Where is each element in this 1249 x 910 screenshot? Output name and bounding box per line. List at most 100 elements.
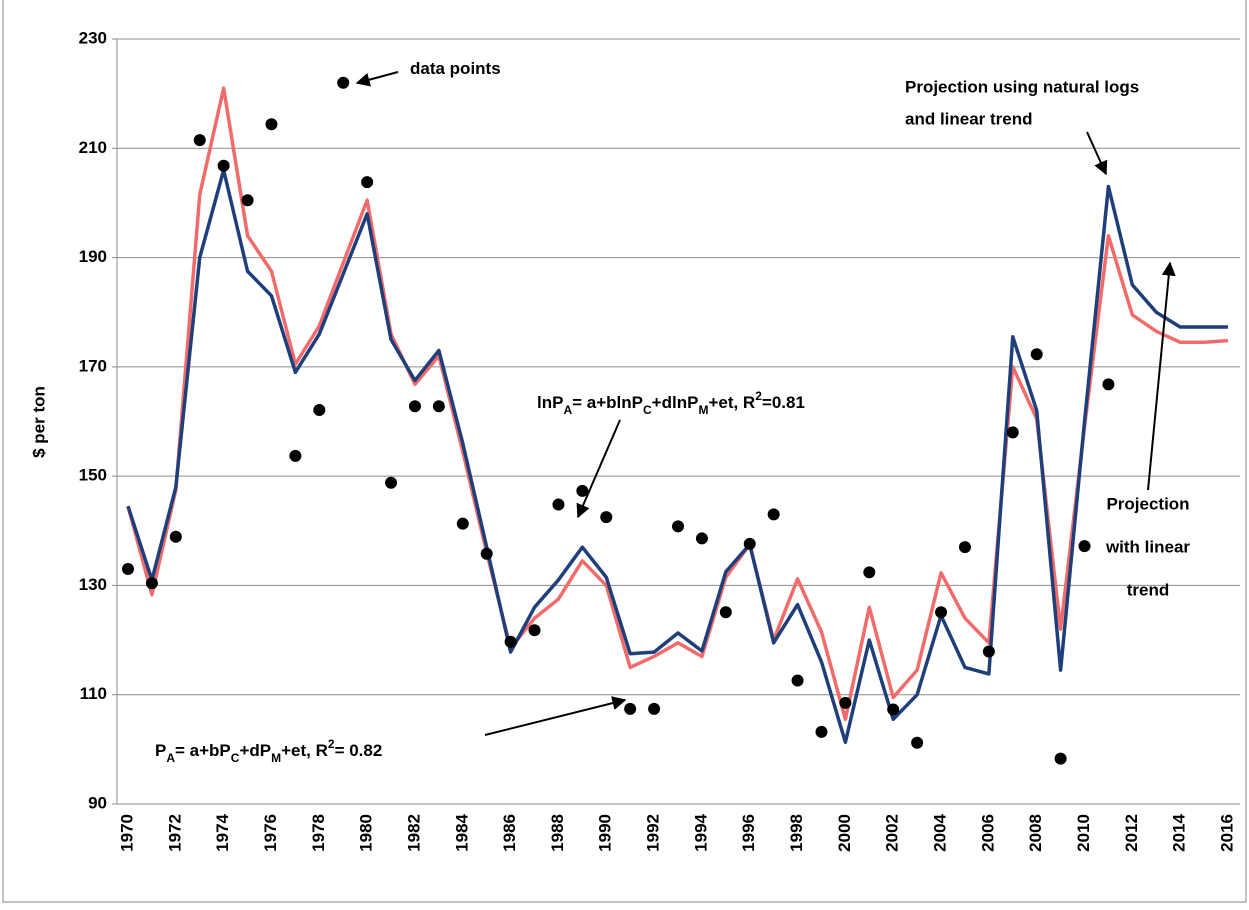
y-tick-label: 110 — [80, 684, 107, 703]
annotation-part: = 0.82 — [335, 741, 383, 760]
y-tick-label: 130 — [79, 575, 107, 594]
data-point — [935, 606, 948, 619]
data-point — [528, 624, 541, 637]
annotation-part: 2 — [328, 737, 335, 751]
data-point — [648, 702, 661, 715]
annotation-line: with linear — [1105, 537, 1190, 556]
annotation-part: +et, R — [708, 393, 755, 412]
x-tick-label: 1992 — [644, 814, 663, 852]
data-point — [624, 702, 637, 715]
data-point — [767, 508, 780, 521]
x-tick-label: 1972 — [165, 814, 184, 852]
data-point — [145, 577, 158, 590]
x-tick-label: 1998 — [787, 814, 806, 852]
data-point — [1054, 752, 1067, 765]
data-point — [911, 736, 924, 749]
data-point — [863, 566, 876, 579]
x-tick-label: 2002 — [883, 814, 902, 852]
data-point — [552, 498, 565, 511]
data-point — [193, 134, 206, 147]
annotation-part: A — [563, 403, 572, 417]
x-tick-label: 1980 — [357, 814, 376, 852]
data-point — [791, 674, 804, 687]
data-point — [169, 530, 182, 543]
data-point — [1030, 348, 1043, 361]
data-point — [337, 76, 350, 89]
data-point — [576, 484, 589, 497]
annotation-part: M — [271, 751, 281, 765]
x-tick-label: 1978 — [309, 814, 328, 852]
annotation: data points — [410, 59, 501, 78]
annotation-part: data points — [410, 59, 501, 78]
data-point — [241, 194, 254, 207]
data-point — [815, 725, 828, 738]
data-point — [982, 645, 995, 658]
data-point — [958, 541, 971, 554]
annotation-line: and linear trend — [905, 109, 1033, 128]
x-tick-label: 1976 — [261, 814, 280, 852]
x-tick-label: 2010 — [1074, 814, 1093, 852]
x-tick-label: 1984 — [452, 813, 471, 851]
annotation-part: C — [643, 403, 652, 417]
data-point — [1078, 540, 1091, 553]
x-tick-label: 2000 — [835, 814, 854, 852]
annotation: lnPA= a+blnPC+dlnPM+et, R2=0.81 — [537, 389, 805, 417]
y-tick-label: 210 — [79, 138, 107, 157]
annotation-arrow — [484, 696, 627, 736]
data-point — [361, 176, 374, 189]
x-tick-label: 1994 — [691, 813, 710, 851]
y-tick-label: 190 — [79, 247, 107, 266]
data-point — [385, 476, 398, 489]
data-point — [600, 511, 613, 524]
annotation-arrow — [1086, 131, 1108, 176]
annotation-part: +dP — [239, 741, 271, 760]
data-point — [480, 547, 493, 560]
data-point — [289, 449, 302, 462]
x-tick-label: 2006 — [978, 814, 997, 852]
annotation-arrow — [355, 71, 399, 87]
y-axis-label: $ per ton — [29, 386, 48, 458]
annotation-part: A — [166, 751, 175, 765]
data-point — [456, 517, 469, 530]
annotation-part: = a+blnP — [572, 393, 643, 412]
data-point — [408, 400, 421, 413]
line-series — [126, 168, 1228, 744]
data-point — [887, 703, 900, 716]
data-point — [672, 520, 684, 533]
annotation-part: +dlnP — [652, 393, 699, 412]
annotation-arrow — [576, 419, 621, 519]
x-tick-label: 2014 — [1170, 813, 1189, 851]
data-point — [432, 400, 445, 413]
x-tick-label: 1996 — [739, 814, 758, 852]
x-tick-label: 1974 — [213, 813, 232, 851]
annotation-arrow — [1147, 261, 1176, 491]
annotation-part: lnP — [537, 393, 563, 412]
data-point — [265, 118, 278, 131]
annotation-line: Projection — [1106, 494, 1189, 513]
x-tick-label: 1982 — [404, 814, 423, 852]
x-tick-label: 2016 — [1217, 814, 1236, 852]
annotation-part: = a+bP — [175, 741, 231, 760]
y-tick-label: 170 — [79, 356, 107, 375]
x-tick-label: 2012 — [1122, 814, 1141, 852]
x-tick-label: 1990 — [596, 814, 615, 852]
annotation-part: =0.81 — [762, 393, 805, 412]
annotation-part: +et, R — [281, 741, 328, 760]
annotation: PA= a+bPC+dPM+et, R2= 0.82 — [155, 737, 382, 765]
data-point — [719, 606, 732, 619]
data-point — [695, 532, 708, 545]
data-point — [504, 635, 517, 648]
data-point — [122, 563, 134, 576]
data-point — [217, 159, 230, 172]
annotation-part: M — [698, 403, 708, 417]
y-tick-label: 150 — [79, 466, 107, 485]
annotation-part: P — [155, 741, 166, 760]
annotation-part: 2 — [755, 389, 762, 403]
x-tick-label: 1988 — [548, 814, 567, 852]
x-tick-label: 1970 — [117, 814, 136, 852]
annotation-line: trend — [1127, 580, 1170, 599]
annotation-line: Projection using natural logs — [905, 77, 1139, 96]
